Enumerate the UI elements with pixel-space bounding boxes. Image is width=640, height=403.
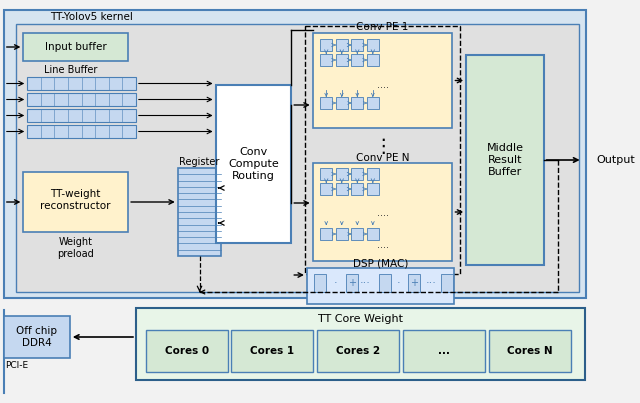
Bar bbox=[321, 228, 332, 240]
Bar bbox=[178, 168, 221, 256]
Text: +: + bbox=[348, 278, 356, 288]
Text: Cores 0: Cores 0 bbox=[164, 346, 209, 356]
Bar bbox=[351, 97, 363, 109]
Text: ···: ··· bbox=[426, 278, 436, 288]
Bar bbox=[379, 274, 391, 292]
Text: Conv
Compute
Routing: Conv Compute Routing bbox=[228, 147, 279, 181]
Bar bbox=[367, 54, 379, 66]
Bar bbox=[351, 168, 363, 180]
Bar bbox=[321, 97, 332, 109]
Text: ···: ··· bbox=[360, 278, 371, 288]
Bar bbox=[367, 97, 379, 109]
Bar bbox=[317, 330, 399, 372]
Bar bbox=[136, 308, 584, 380]
Text: ·: · bbox=[334, 278, 338, 288]
Text: Register: Register bbox=[179, 157, 220, 167]
Text: Cores N: Cores N bbox=[507, 346, 553, 356]
Bar bbox=[336, 54, 348, 66]
Bar bbox=[27, 109, 136, 122]
Bar bbox=[313, 33, 452, 128]
Bar bbox=[321, 168, 332, 180]
Text: ⋮: ⋮ bbox=[372, 137, 392, 156]
Bar bbox=[4, 316, 70, 358]
Bar bbox=[23, 172, 128, 232]
Text: ....: .... bbox=[376, 80, 388, 90]
Text: Off chip
DDR4: Off chip DDR4 bbox=[17, 326, 58, 348]
Bar bbox=[367, 183, 379, 195]
Text: ....: .... bbox=[376, 208, 388, 218]
Bar bbox=[4, 10, 586, 298]
Text: Line Buffer: Line Buffer bbox=[44, 65, 97, 75]
Bar bbox=[367, 228, 379, 240]
Text: TT Core Weight: TT Core Weight bbox=[317, 314, 403, 324]
Bar bbox=[336, 39, 348, 51]
Bar bbox=[441, 274, 453, 292]
Text: Cores 1: Cores 1 bbox=[250, 346, 294, 356]
Text: PCI-E: PCI-E bbox=[5, 361, 28, 370]
Text: Conv PE N: Conv PE N bbox=[356, 153, 410, 163]
Bar bbox=[27, 93, 136, 106]
Bar bbox=[313, 163, 452, 261]
Text: TT-Yolov5 kernel: TT-Yolov5 kernel bbox=[51, 12, 133, 22]
Bar bbox=[27, 77, 136, 90]
Text: Input buffer: Input buffer bbox=[45, 42, 107, 52]
Bar bbox=[321, 39, 332, 51]
Text: ....: .... bbox=[376, 240, 388, 250]
Bar bbox=[314, 274, 326, 292]
Text: Output: Output bbox=[596, 155, 635, 165]
Bar bbox=[23, 33, 128, 61]
Bar bbox=[351, 54, 363, 66]
Bar bbox=[307, 268, 454, 304]
Bar bbox=[466, 55, 544, 265]
Bar bbox=[408, 274, 420, 292]
Bar bbox=[15, 24, 579, 292]
Bar bbox=[321, 183, 332, 195]
Bar bbox=[232, 330, 314, 372]
Bar bbox=[336, 168, 348, 180]
Bar bbox=[367, 168, 379, 180]
Bar bbox=[305, 26, 460, 274]
Text: Conv PE 1: Conv PE 1 bbox=[356, 22, 409, 32]
Bar bbox=[216, 85, 291, 243]
Bar bbox=[146, 330, 228, 372]
Bar bbox=[403, 330, 485, 372]
Bar bbox=[351, 183, 363, 195]
Bar bbox=[367, 39, 379, 51]
Text: +: + bbox=[410, 278, 418, 288]
Text: Cores 2: Cores 2 bbox=[336, 346, 380, 356]
Bar bbox=[336, 228, 348, 240]
Text: ...: ... bbox=[438, 346, 450, 356]
Bar bbox=[351, 228, 363, 240]
Bar bbox=[351, 39, 363, 51]
Bar bbox=[489, 330, 571, 372]
Text: Middle
Result
Buffer: Middle Result Buffer bbox=[486, 143, 524, 177]
Bar bbox=[336, 183, 348, 195]
Bar bbox=[336, 97, 348, 109]
Bar bbox=[346, 274, 358, 292]
Bar bbox=[27, 125, 136, 138]
Text: Weight
preload: Weight preload bbox=[58, 237, 94, 259]
Text: ·: · bbox=[396, 278, 400, 288]
Bar bbox=[321, 54, 332, 66]
Text: DSP (MAC): DSP (MAC) bbox=[353, 258, 408, 268]
Text: TT-weight
reconstructor: TT-weight reconstructor bbox=[40, 189, 111, 211]
